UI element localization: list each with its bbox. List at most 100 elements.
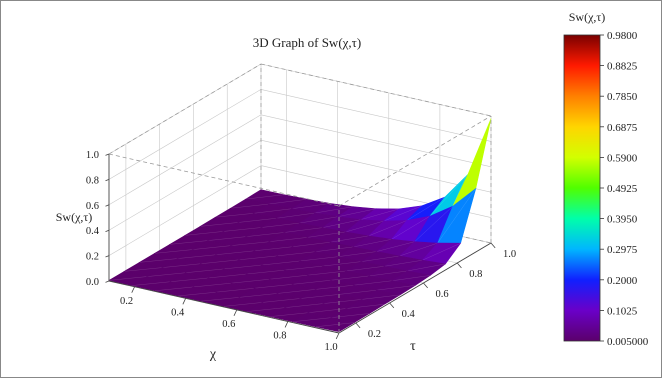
surface-mesh-line <box>291 203 331 209</box>
box-edge <box>338 115 492 207</box>
back-wall-gridline <box>108 114 262 206</box>
back-wall-gridline <box>260 114 492 168</box>
surface-mesh-line <box>345 220 384 233</box>
surface-mesh-line <box>246 269 285 275</box>
surface-mesh-line <box>315 284 354 290</box>
surface-mesh-line <box>315 246 354 252</box>
surface-mesh-line <box>276 212 315 219</box>
surface-mesh-line <box>269 274 308 280</box>
x-tick-label: 0.4 <box>171 307 185 318</box>
surface-mesh-line <box>246 232 285 237</box>
surface-mesh-line <box>307 270 347 276</box>
x-axis-line <box>108 280 340 334</box>
surface-mesh-line <box>376 285 416 291</box>
back-wall-gridline <box>108 139 262 231</box>
surface-mesh-line <box>299 256 339 262</box>
surface-mesh-line <box>223 264 262 270</box>
surface-mesh-line <box>200 222 239 227</box>
surface-mesh-line <box>253 208 292 214</box>
colorbar-tick-label: 0.1025 <box>607 305 638 317</box>
surface-mesh-line <box>315 322 355 328</box>
surface-mesh-line <box>368 270 408 277</box>
surface-mesh-line <box>177 254 216 259</box>
colorbar: Sw(χ,τ) 0.98000.88250.78500.68750.59000.… <box>563 10 649 348</box>
x-tick-mark <box>131 286 135 293</box>
surface-mesh-line <box>246 307 286 312</box>
surface-mesh-line <box>399 242 438 257</box>
x-tick-mark <box>335 332 340 340</box>
surface-mesh-line <box>353 239 392 248</box>
z-tick-label: 1.0 <box>86 150 99 161</box>
x-tick-label: 0.8 <box>273 330 286 341</box>
x-tick-label: 1.0 <box>324 342 337 353</box>
colorbar-tick-label: 0.9800 <box>607 30 638 42</box>
surface-mesh-line <box>391 215 430 240</box>
z-tick-mark <box>105 153 110 156</box>
surface-mesh-line <box>284 227 323 233</box>
y-tick-mark <box>355 322 361 329</box>
y-tick-label: 0.4 <box>402 309 416 320</box>
surface-mesh-line <box>384 259 423 267</box>
colorbar-tick-label: 0.6875 <box>607 122 638 134</box>
surface-mesh-line <box>193 282 232 288</box>
z-tick-label: 0.6 <box>86 201 99 212</box>
surface-mesh-line <box>368 220 407 237</box>
surface-mesh-line <box>238 218 277 223</box>
colorbar-title: Sw(χ,τ) <box>569 10 605 24</box>
z-axis-label: Sw(χ,τ) <box>56 210 92 224</box>
surface-mesh-line <box>292 241 331 248</box>
axes-front-box <box>108 115 492 334</box>
surface-mesh-line <box>239 293 278 298</box>
surface-mesh <box>108 118 492 333</box>
x-tick-label: 0.6 <box>222 319 235 330</box>
surface-mesh-line <box>322 219 361 228</box>
surface-mesh-line <box>437 188 477 244</box>
colorbar-tick-label: 0.7850 <box>607 91 638 103</box>
surface-mesh-line <box>268 198 308 205</box>
x-tick-mark <box>284 321 289 328</box>
surface-mesh-line <box>216 287 255 293</box>
x-axis-label: χ <box>209 347 217 362</box>
surface-mesh-line <box>300 294 339 299</box>
x-tick-mark <box>233 309 238 317</box>
surface-cell <box>315 317 356 333</box>
surface-mesh-line <box>253 246 293 252</box>
surface-mesh-line <box>208 273 247 279</box>
surface-mesh-line <box>337 208 377 217</box>
y-tick-mark <box>423 282 428 289</box>
z-tick-mark <box>105 179 110 182</box>
surface-mesh-line <box>238 255 278 261</box>
surface-mesh-line <box>230 241 270 246</box>
box-edge <box>108 63 262 155</box>
box-edge <box>260 63 492 117</box>
axis-ticks: 0.2 0.4 0.6 0.8 1.0 0.2 0.4 0.6 0.8 1.0 0.0 0.2 0.4 0… <box>86 150 516 353</box>
surface-mesh-line <box>330 235 369 243</box>
surface-mesh-line <box>429 174 469 217</box>
colorbar-swatch <box>563 34 601 342</box>
box-edge <box>108 153 340 207</box>
surface-mesh-line <box>422 242 461 261</box>
chart-title: 3D Graph of Sw(χ,τ) <box>253 35 361 50</box>
surface-mesh-line <box>323 299 362 304</box>
colorbar-tick-label: 0.5900 <box>607 152 638 164</box>
surface-mesh-line <box>154 286 194 292</box>
z-tick-mark <box>105 280 110 283</box>
surface-mesh-line <box>414 205 453 242</box>
z-tick-mark <box>105 229 110 232</box>
surface-mesh-line <box>223 302 263 307</box>
surface-mesh-line <box>322 261 362 267</box>
y-tick-mark <box>389 302 395 309</box>
surface-mesh-line <box>383 205 423 222</box>
surface-mesh-line <box>376 241 415 252</box>
surface-mesh-line <box>391 275 431 282</box>
surface-mesh-line <box>139 258 178 263</box>
surface-mesh-line <box>285 303 324 308</box>
surface-mesh-line <box>407 263 446 272</box>
surface-mesh-line <box>124 267 163 272</box>
surface-mesh-line <box>345 266 385 272</box>
surface-mesh-line <box>200 297 240 302</box>
surface-mesh-line <box>292 280 331 285</box>
surface-mesh-line <box>200 259 239 265</box>
surface-mesh-line <box>338 251 377 257</box>
z-tick-label: 0.8 <box>86 175 99 186</box>
